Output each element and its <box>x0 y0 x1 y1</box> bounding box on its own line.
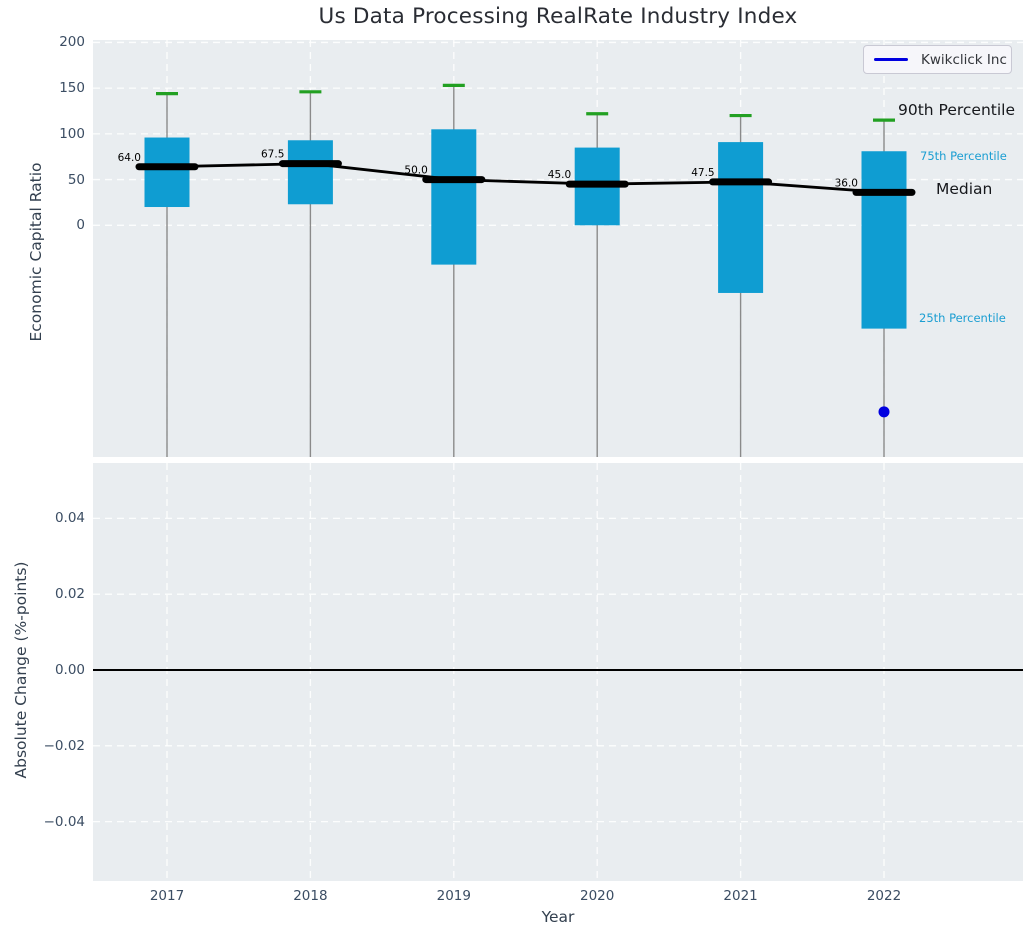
x-tick-label: 2020 <box>580 888 615 904</box>
top-y-tick-label: 50 <box>67 171 85 188</box>
median-trend-line <box>166 162 885 194</box>
bottom-y-tick-label: −0.02 <box>43 737 85 754</box>
bottom-plot-area <box>93 463 1023 881</box>
x-tick-label: 2017 <box>149 888 185 904</box>
legend-line-swatch <box>874 57 908 62</box>
top-y-axis-label: Economic Capital Ratio <box>27 162 45 342</box>
median-value-label: 45.0 <box>548 169 571 181</box>
company-data-point <box>878 406 890 418</box>
box-rect <box>431 129 477 265</box>
x-tick-label: 2022 <box>866 888 902 904</box>
median-value-label: 67.5 <box>261 149 284 161</box>
legend: Kwikclick Inc <box>863 45 1012 74</box>
x-axis-label: Year <box>541 908 575 926</box>
x-tick-label: 2018 <box>293 888 328 904</box>
median-value-label: 47.5 <box>691 167 714 179</box>
median-value-label: 36.0 <box>835 177 858 189</box>
annotation-90th-percentile: 90th Percentile <box>898 101 1016 119</box>
top-plot-area: 64.0 67.5 50.0 45.0 47.5 36.0 90th Percentile… <box>93 40 1023 457</box>
box-rect <box>287 140 333 205</box>
bottom-y-tick-label: 0.02 <box>54 586 85 603</box>
box-rect <box>144 137 190 208</box>
annotation-75th-percentile: 75th Percentile <box>920 149 1007 163</box>
chart-title: Us Data Processing RealRate Industry Ind… <box>318 4 798 29</box>
legend-label: Kwikclick Inc <box>921 51 1007 68</box>
median-value-label: 50.0 <box>404 165 427 177</box>
median-value-label: 64.0 <box>118 152 141 164</box>
box-rect <box>718 142 764 293</box>
bottom-y-tick-label: −0.04 <box>43 813 85 830</box>
top-y-tick-label: 150 <box>59 80 85 97</box>
x-tick-label: 2019 <box>436 888 471 904</box>
bottom-plot-canvas <box>93 463 1023 881</box>
annotation-median: Median <box>936 180 993 198</box>
x-tick-label: 2021 <box>723 888 758 904</box>
annotation-25th-percentile: 25th Percentile <box>919 311 1006 325</box>
bottom-y-tick-label: 0.00 <box>54 662 85 678</box>
bottom-y-tick-label: 0.04 <box>54 510 85 527</box>
box-rect <box>861 151 907 329</box>
top-y-tick-label: 200 <box>59 34 85 51</box>
top-y-tick-label: 0 <box>76 217 85 234</box>
top-y-tick-label: 100 <box>59 125 85 142</box>
top-plot-canvas: 64.0 67.5 50.0 45.0 47.5 36.0 <box>93 40 1023 457</box>
